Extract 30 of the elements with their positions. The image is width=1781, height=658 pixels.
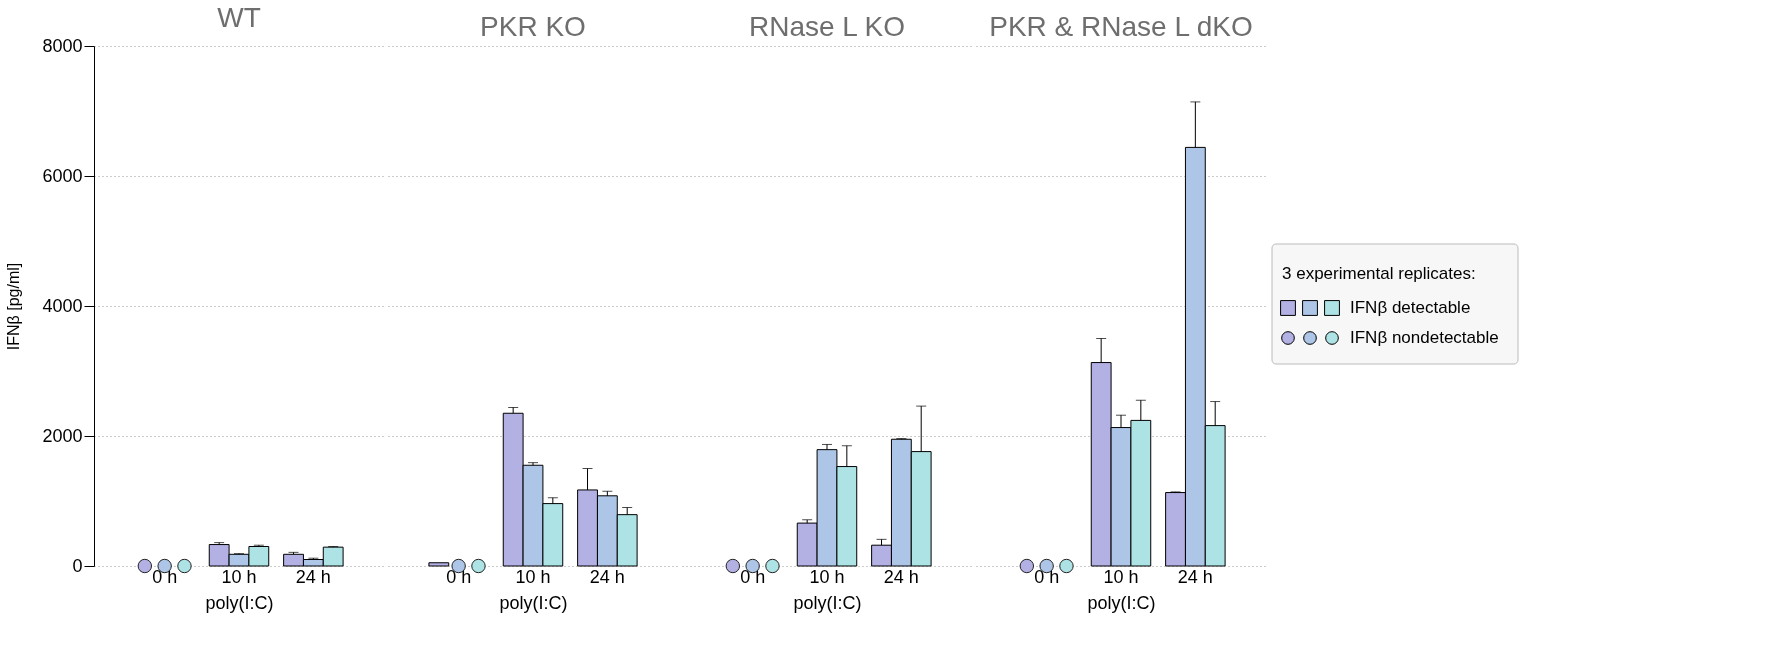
x-axis-title: poly(I:C) [1087, 592, 1156, 613]
x-axis-title: poly(I:C) [793, 592, 862, 613]
x-tick-label: 0 h [152, 566, 178, 587]
x-tick-label: 0 h [446, 566, 472, 587]
legend-title: 3 experimental replicates: [1282, 264, 1476, 283]
chart-title: RNase L KO [748, 11, 906, 42]
y-axis-title: IFNβ [pg/ml] [5, 262, 23, 351]
x-axis-title: poly(I:C) [205, 592, 274, 613]
x-tick-label: 24 h [589, 566, 625, 587]
x-tick-label: 0 h [740, 566, 766, 587]
x-tick-label: 24 h [1177, 566, 1213, 587]
y-tick-label: 6000 [42, 165, 83, 186]
x-tick-label: 24 h [295, 566, 331, 587]
x-tick-label: 10 h [1103, 566, 1139, 587]
y-tick-label: 8000 [42, 35, 83, 56]
x-tick-label: 10 h [515, 566, 551, 587]
y-tick-label: 0 [72, 555, 83, 576]
text: IFNβ nondetectable [1350, 328, 1499, 347]
x-tick-label: 10 h [809, 566, 845, 587]
x-tick-label: 10 h [221, 566, 257, 587]
x-tick-label: 24 h [883, 566, 919, 587]
text: IFNβ detectable [1350, 298, 1471, 317]
bar [428, 562, 450, 567]
y-tick-label: 4000 [42, 295, 83, 316]
chart-title: PKR & RNase L dKO [989, 11, 1253, 42]
y-tick-label: 2000 [42, 425, 83, 446]
x-tick-label: 0 h [1034, 566, 1060, 587]
chart-title: WT [217, 2, 261, 33]
x-axis-title: poly(I:C) [499, 592, 568, 613]
chart-title: PKR KO [480, 11, 586, 42]
